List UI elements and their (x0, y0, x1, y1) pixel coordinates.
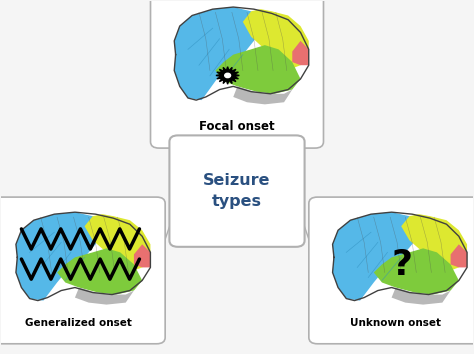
Text: ?: ? (391, 248, 412, 282)
Polygon shape (174, 7, 261, 100)
Polygon shape (75, 287, 134, 304)
Polygon shape (374, 249, 459, 295)
Polygon shape (333, 212, 419, 301)
Text: Focal onset: Focal onset (199, 120, 275, 133)
Text: Seizure
types: Seizure types (203, 173, 271, 209)
FancyBboxPatch shape (0, 197, 165, 344)
FancyBboxPatch shape (309, 197, 474, 344)
FancyBboxPatch shape (169, 135, 305, 247)
Polygon shape (233, 86, 292, 104)
Text: Generalized onset: Generalized onset (25, 318, 132, 328)
Text: Unknown onset: Unknown onset (350, 318, 441, 328)
Polygon shape (216, 67, 239, 84)
Polygon shape (134, 244, 150, 267)
Polygon shape (451, 244, 467, 267)
Polygon shape (215, 45, 301, 94)
FancyBboxPatch shape (151, 0, 323, 148)
Polygon shape (84, 214, 150, 270)
Polygon shape (57, 249, 142, 295)
Polygon shape (401, 214, 467, 270)
Polygon shape (16, 212, 102, 301)
Polygon shape (243, 9, 309, 68)
Circle shape (225, 73, 230, 78)
Polygon shape (392, 287, 451, 304)
Polygon shape (292, 41, 309, 65)
